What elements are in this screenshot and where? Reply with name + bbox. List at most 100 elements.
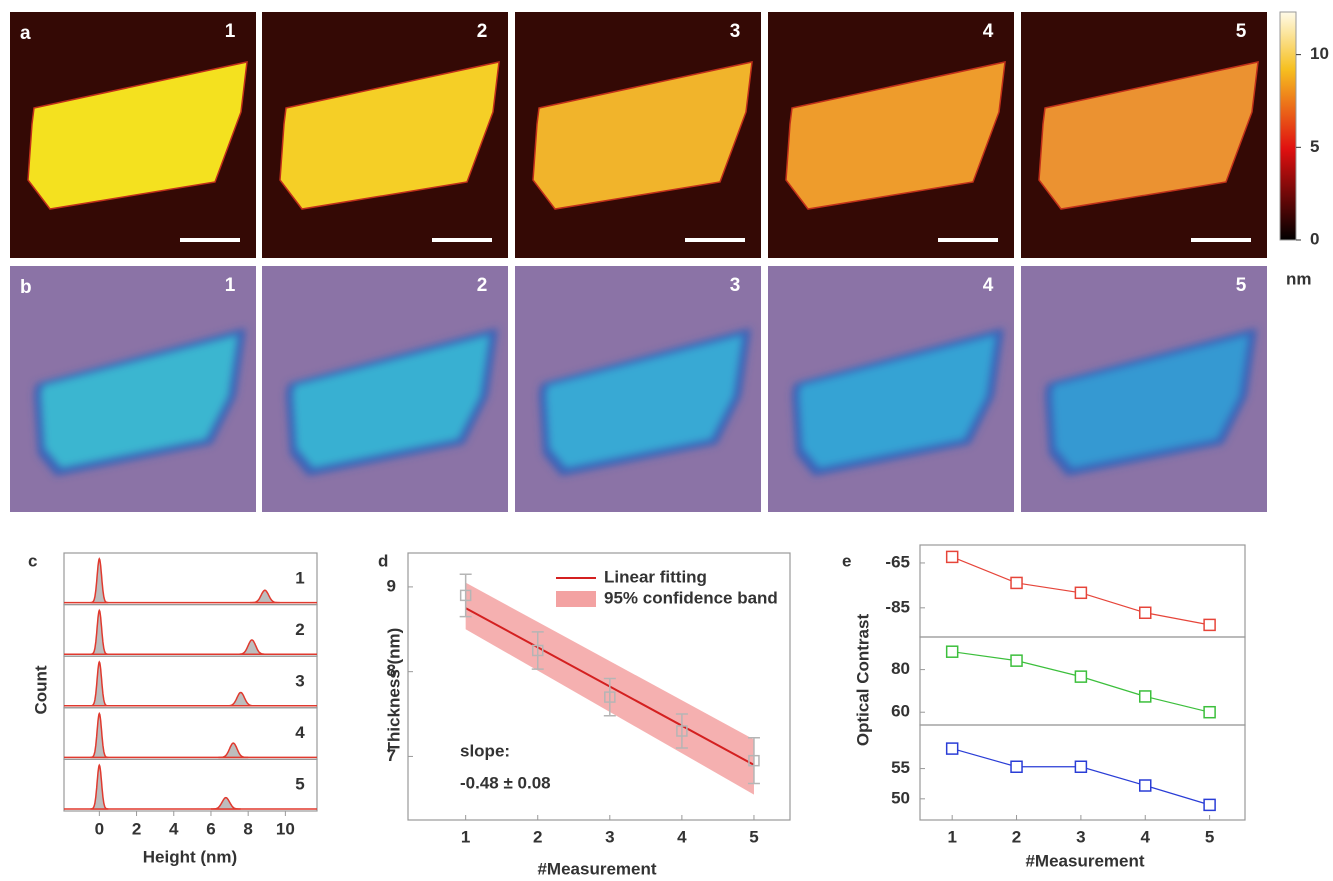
frame-number: 5 — [1236, 21, 1247, 42]
data-point — [1074, 670, 1088, 683]
y-tick-label: 60 — [891, 702, 910, 721]
colorbar-unit: nm — [1286, 269, 1312, 288]
x-tick-label: 8 — [243, 819, 252, 838]
x-tick-label: 1 — [461, 827, 470, 846]
y-axis-label: Optical Contrast — [853, 614, 872, 747]
y-tick-label: 50 — [891, 788, 910, 807]
y-axis-label: Count — [31, 665, 50, 714]
data-point — [1010, 654, 1023, 667]
flake — [545, 334, 743, 468]
peak — [225, 691, 256, 707]
panel-label: c — [28, 551, 37, 570]
peak — [90, 660, 109, 707]
frame-number: 2 — [477, 21, 488, 42]
x-tick-label: 4 — [677, 827, 687, 846]
colorbar-tick-label: 0 — [1310, 229, 1319, 248]
colorbar — [1279, 11, 1297, 241]
colorbar-tick-label: 5 — [1310, 137, 1319, 156]
row-label: 4 — [295, 723, 305, 742]
y-tick-label: 55 — [891, 758, 910, 777]
x-tick-label: 5 — [1205, 827, 1214, 846]
data-point — [1138, 690, 1152, 703]
peak — [237, 639, 267, 655]
frame-number: 1 — [225, 275, 236, 296]
x-tick-label: 3 — [1076, 827, 1085, 846]
data-point — [1203, 705, 1216, 719]
data-point — [1010, 760, 1023, 774]
x-tick-label: 3 — [605, 827, 614, 846]
error-bar — [459, 573, 472, 618]
panel-label: d — [378, 551, 388, 570]
error-bar — [675, 713, 688, 749]
frame-number: 1 — [225, 21, 236, 42]
annotation: -0.48 ± 0.08 — [460, 773, 551, 792]
x-axis-label: #Measurement — [537, 859, 656, 878]
peak — [218, 742, 249, 759]
legend-swatch — [556, 591, 596, 607]
x-tick-label: 4 — [1141, 827, 1151, 846]
data-point — [748, 754, 760, 767]
row-frame — [63, 758, 318, 812]
frame-number: 4 — [983, 275, 994, 296]
panel-label: a — [20, 23, 31, 44]
y-tick-label: -65 — [885, 552, 910, 571]
data-point — [945, 645, 959, 658]
frame-number: 3 — [730, 275, 741, 296]
data-point — [945, 550, 959, 564]
y-tick-label: 9 — [387, 576, 396, 595]
peak — [250, 589, 280, 604]
flake — [1038, 61, 1259, 210]
frame-number: 3 — [730, 21, 741, 42]
y-tick-label: 7 — [387, 746, 396, 765]
x-tick-label: 1 — [947, 827, 956, 846]
x-tick-label: 2 — [132, 819, 141, 838]
data-point — [1074, 586, 1088, 600]
data-point — [1138, 779, 1152, 792]
data-point — [1074, 760, 1088, 774]
colorbar-tick-label: 10 — [1310, 44, 1329, 63]
flake — [798, 334, 996, 468]
error-bar — [747, 737, 760, 785]
panel-label: b — [20, 277, 32, 298]
series-line — [952, 748, 1210, 806]
legend-label: 95% confidence band — [604, 588, 778, 607]
flake — [532, 61, 753, 210]
x-axis-label: #Measurement — [1025, 851, 1144, 870]
x-tick-label: 0 — [95, 819, 104, 838]
flake — [292, 334, 490, 468]
data-point — [604, 691, 616, 703]
legend-label: Linear fitting — [604, 567, 707, 586]
peak — [90, 711, 109, 759]
y-tick-label: -85 — [885, 597, 910, 616]
row-label: 3 — [295, 671, 304, 690]
peak — [90, 557, 109, 604]
data-point — [1138, 606, 1152, 620]
flake — [279, 61, 500, 210]
flake — [40, 334, 238, 468]
annotation: slope: — [460, 741, 510, 760]
row-label: 5 — [295, 775, 304, 794]
subplot-frame — [919, 724, 1246, 821]
data-point — [1203, 618, 1216, 632]
x-tick-label: 6 — [206, 819, 215, 838]
peak — [211, 796, 241, 810]
x-tick-label: 2 — [1012, 827, 1021, 846]
x-tick-label: 10 — [276, 819, 295, 838]
x-axis-label: Height (nm) — [143, 847, 237, 866]
panel-label: e — [842, 551, 851, 570]
data-point — [1010, 576, 1023, 590]
data-point — [945, 742, 959, 755]
peak — [90, 608, 109, 655]
data-point — [459, 589, 472, 602]
error-bar — [603, 677, 616, 717]
frame-number: 4 — [983, 21, 994, 42]
flake — [1051, 334, 1249, 468]
y-tick-label: 8 — [387, 661, 396, 680]
row-label: 2 — [295, 620, 304, 639]
x-tick-label: 4 — [169, 819, 179, 838]
plot-frame — [407, 552, 791, 821]
y-tick-label: 80 — [891, 659, 910, 678]
y-axis-label: Thickness (nm) — [384, 628, 403, 753]
x-tick-label: 5 — [749, 827, 758, 846]
